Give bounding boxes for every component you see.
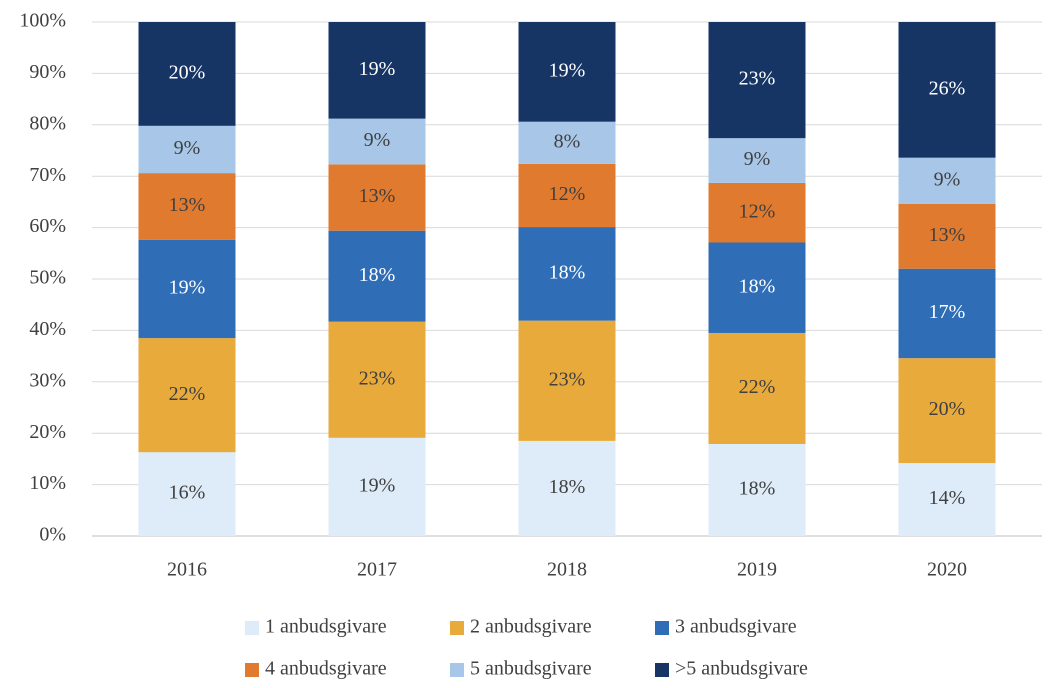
x-tick-label: 2019 xyxy=(737,559,777,581)
data-label: 20% xyxy=(169,62,206,84)
bar-segment xyxy=(708,138,806,183)
x-tick-label: 2017 xyxy=(357,559,397,581)
legend-swatch xyxy=(450,663,464,677)
data-label: 16% xyxy=(169,482,206,504)
data-label: 20% xyxy=(929,398,966,420)
data-label: 12% xyxy=(549,183,586,205)
bar-segment xyxy=(138,239,236,339)
bar-segment xyxy=(708,22,806,139)
bar-segment xyxy=(898,203,996,269)
y-tick-label: 60% xyxy=(29,215,66,237)
legend-swatch xyxy=(655,621,669,635)
data-label: 18% xyxy=(549,476,586,498)
data-label: 17% xyxy=(929,301,966,323)
data-label: 13% xyxy=(929,224,966,246)
bar-segment xyxy=(518,121,616,164)
bar-segment xyxy=(328,437,426,536)
bar-segment xyxy=(328,230,426,322)
data-label: 14% xyxy=(929,487,966,509)
legend-label: 1 anbudsgivare xyxy=(265,616,387,638)
data-label: 22% xyxy=(739,376,776,398)
legend-swatch xyxy=(450,621,464,635)
data-label: 18% xyxy=(549,261,586,283)
data-label: 19% xyxy=(169,277,206,299)
bar-segment xyxy=(898,268,996,359)
y-tick-label: 30% xyxy=(29,369,66,391)
y-tick-label: 0% xyxy=(39,524,66,546)
legend-label: 4 anbudsgivare xyxy=(265,658,387,680)
x-tick-label: 2020 xyxy=(927,559,967,581)
bar-segment xyxy=(898,22,996,158)
bar-segment xyxy=(138,125,236,174)
bar-segment xyxy=(138,452,236,536)
data-label: 9% xyxy=(364,129,391,151)
legend-swatch xyxy=(245,663,259,677)
data-label: 8% xyxy=(554,130,581,152)
bar-segment xyxy=(328,321,426,438)
data-label: 19% xyxy=(359,58,396,80)
data-label: 13% xyxy=(169,194,206,216)
bar-segment xyxy=(138,173,236,240)
bar-segment xyxy=(708,443,806,536)
data-label: 19% xyxy=(549,59,586,81)
bar-segment xyxy=(708,182,806,243)
bar-segment xyxy=(708,242,806,333)
data-label: 26% xyxy=(929,77,966,99)
data-label: 12% xyxy=(739,200,776,222)
bar-segment xyxy=(518,227,616,321)
data-label: 9% xyxy=(174,137,201,159)
data-label: 22% xyxy=(169,383,206,405)
data-label: 23% xyxy=(549,368,586,390)
data-label: 23% xyxy=(739,68,776,90)
legend-label: 5 anbudsgivare xyxy=(470,658,592,680)
data-label: 9% xyxy=(934,168,961,190)
bar-segment xyxy=(138,338,236,453)
bar-segment xyxy=(518,320,616,441)
y-tick-label: 20% xyxy=(29,421,66,443)
bar-segment xyxy=(518,440,616,536)
bar-segment xyxy=(328,22,426,119)
data-label: 23% xyxy=(359,367,396,389)
data-label: 18% xyxy=(739,478,776,500)
data-label: 9% xyxy=(744,148,771,170)
bar-segment xyxy=(898,157,996,204)
legend-label: 2 anbudsgivare xyxy=(470,616,592,638)
y-tick-label: 10% xyxy=(29,472,66,494)
legend-label: >5 anbudsgivare xyxy=(675,658,808,680)
bar-segment xyxy=(138,22,236,126)
legend-label: 3 anbudsgivare xyxy=(675,616,797,638)
data-label: 19% xyxy=(359,475,396,497)
legend-swatch xyxy=(245,621,259,635)
legend-swatch xyxy=(655,663,669,677)
y-tick-label: 40% xyxy=(29,318,66,340)
bar-segment xyxy=(898,358,996,464)
data-label: 18% xyxy=(739,275,776,297)
x-tick-label: 2018 xyxy=(547,559,587,581)
bar-segment xyxy=(518,22,616,122)
y-tick-label: 100% xyxy=(19,10,66,32)
bar-segment xyxy=(898,463,996,536)
y-tick-label: 80% xyxy=(29,112,66,134)
y-tick-label: 70% xyxy=(29,164,66,186)
bar-segment xyxy=(328,164,426,231)
x-tick-label: 2016 xyxy=(167,559,207,581)
y-tick-label: 90% xyxy=(29,61,66,83)
data-label: 13% xyxy=(359,185,396,207)
bar-segment xyxy=(328,118,426,165)
y-tick-label: 50% xyxy=(29,267,66,289)
bar-segment xyxy=(708,332,806,444)
data-label: 18% xyxy=(359,264,396,286)
bar-segment xyxy=(518,163,616,228)
